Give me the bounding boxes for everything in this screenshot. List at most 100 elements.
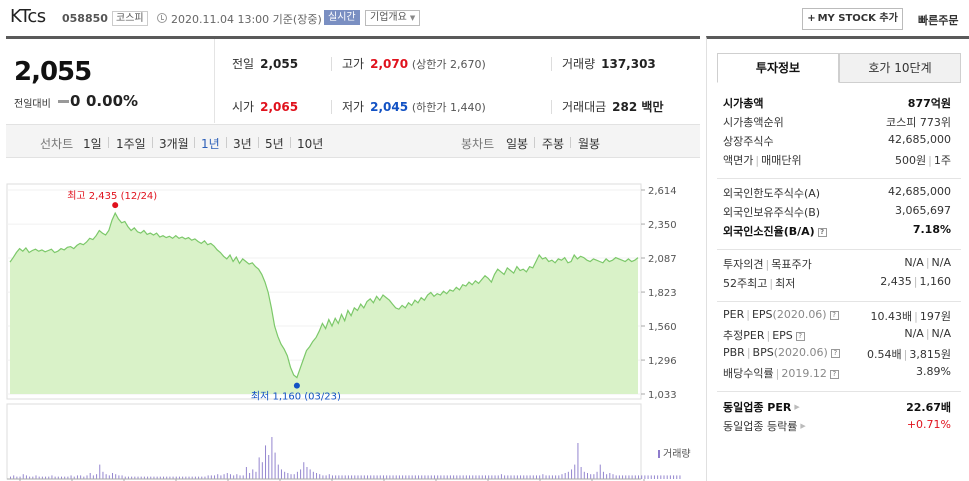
caret-down-icon: ▼ [409, 14, 416, 22]
volume-bar [494, 475, 496, 479]
per-date: (2020.06) [772, 308, 827, 321]
volume-bar [478, 475, 480, 479]
stock-code: 058850 [62, 12, 108, 25]
week52-row: 52주최고 | 최저 2,435 | 1,160 [723, 275, 952, 290]
volume-bar [638, 475, 639, 479]
volume-bar [408, 475, 410, 479]
volume-bar [287, 473, 289, 479]
shares-row: 상장주식수 42,685,000 [723, 133, 951, 151]
tab-3y[interactable]: 3년 [233, 137, 252, 151]
divider [534, 137, 535, 148]
volume-bar [418, 475, 420, 479]
volume-bar [472, 475, 474, 479]
volume-bar [618, 475, 620, 479]
volume-bar [201, 476, 203, 479]
volume-bar [484, 475, 486, 479]
volume-bar [344, 475, 346, 479]
tab-3m[interactable]: 3개월 [159, 137, 189, 151]
est-eps-value: N/A [931, 327, 951, 340]
tab-5y[interactable]: 5년 [265, 137, 284, 151]
volume-bar [319, 474, 321, 479]
volume-bar [306, 467, 308, 479]
bps-value: 3,815원 [909, 348, 951, 361]
volume-bar [284, 471, 286, 479]
help-icon[interactable]: ? [829, 311, 839, 320]
week52-low-value: 1,160 [919, 275, 952, 288]
volume-bar [108, 475, 110, 479]
volume-bar [296, 471, 298, 479]
volume-bar [61, 476, 63, 479]
volume-bar [67, 476, 69, 479]
volume-bar [405, 475, 407, 479]
volume-bar [41, 476, 43, 479]
volume-bar [57, 476, 59, 479]
volume-bar [449, 475, 451, 479]
plus-icon: + [807, 13, 816, 24]
volume-bar [242, 475, 244, 479]
tab-1d[interactable]: 1일 [83, 137, 102, 151]
tab-1y[interactable]: 1년 [201, 137, 220, 151]
volume-bar [255, 471, 257, 479]
volume-bar [185, 476, 187, 479]
industry-per-row[interactable]: 동일업종 PER ▶ 22.67배 [723, 399, 951, 417]
volume-bar [535, 475, 537, 479]
quick-order-link[interactable]: 빠른주문 [918, 14, 959, 27]
par-label: 액면가 [723, 154, 754, 167]
y-axis-ticks: 2,614 2,350 2,087 1,823 1,560 1,296 1,033 [641, 186, 677, 401]
tab-weekly[interactable]: 주봉 [542, 137, 565, 151]
volume-bar [437, 475, 439, 479]
divider [331, 100, 332, 114]
volume-bar [363, 475, 365, 479]
tab-investment-info[interactable]: 투자정보 [717, 53, 839, 83]
volume-bar [389, 475, 391, 479]
help-icon[interactable]: ? [795, 332, 805, 341]
volume-bar [551, 475, 553, 479]
volume-bars [10, 437, 681, 479]
volume-bar [513, 475, 515, 479]
tab-monthly[interactable]: 월봉 [578, 137, 601, 151]
help-icon[interactable]: ? [817, 228, 827, 237]
volume-bar [609, 473, 611, 479]
tab-order-book-10[interactable]: 호가 10단계 [839, 53, 961, 83]
volume-bar [574, 464, 576, 479]
company-overview-dropdown[interactable]: 기업개요 ▼ [365, 10, 421, 26]
help-icon[interactable]: ? [830, 349, 840, 358]
volume-bar [567, 471, 569, 479]
unit-label: 매매단위 [761, 154, 802, 167]
volume-bar [268, 455, 270, 479]
open-value: 2,065 [260, 100, 299, 114]
per-label: PER [723, 308, 745, 321]
divider [717, 301, 961, 302]
volume-bar [526, 475, 528, 479]
volume-bar [379, 475, 381, 479]
volume-bar [172, 476, 174, 479]
industry-rate-row[interactable]: 동일업종 등락률 ▶ +0.71% [723, 418, 951, 436]
volume-bar [673, 475, 675, 479]
realtime-badge[interactable]: 실시간 [324, 10, 360, 25]
y-tick-label: 1,296 [648, 356, 677, 367]
week52-low-label: 최저 [775, 277, 796, 290]
volume-bar [669, 475, 671, 479]
dividend-date: 2019.12 [781, 367, 827, 380]
tab-10y[interactable]: 10년 [297, 137, 324, 151]
prev-close: 전일 2,055 [232, 55, 298, 72]
volume-bar [51, 475, 53, 479]
divider [226, 137, 227, 148]
market-cap-value: 877억원 [907, 97, 951, 110]
divider [194, 137, 195, 148]
help-icon[interactable]: ? [829, 370, 839, 379]
volume-bar [641, 475, 643, 479]
volume-bar [539, 475, 541, 479]
price-chart[interactable]: 2,614 2,350 2,087 1,823 1,560 1,296 1,033 최고 2… [6, 159, 700, 481]
volume-bar [459, 475, 461, 479]
divider [551, 57, 552, 71]
target-label: 목표주가 [771, 258, 812, 271]
add-mystock-button[interactable]: + MY STOCK 추가 [802, 8, 903, 30]
tab-daily[interactable]: 일봉 [506, 137, 529, 151]
volume-bar [542, 474, 544, 479]
volume-bar [35, 475, 37, 479]
tab-1w[interactable]: 1주일 [116, 137, 146, 151]
volume-bar [488, 475, 490, 479]
divider [108, 137, 109, 148]
volume-bar [647, 475, 649, 479]
